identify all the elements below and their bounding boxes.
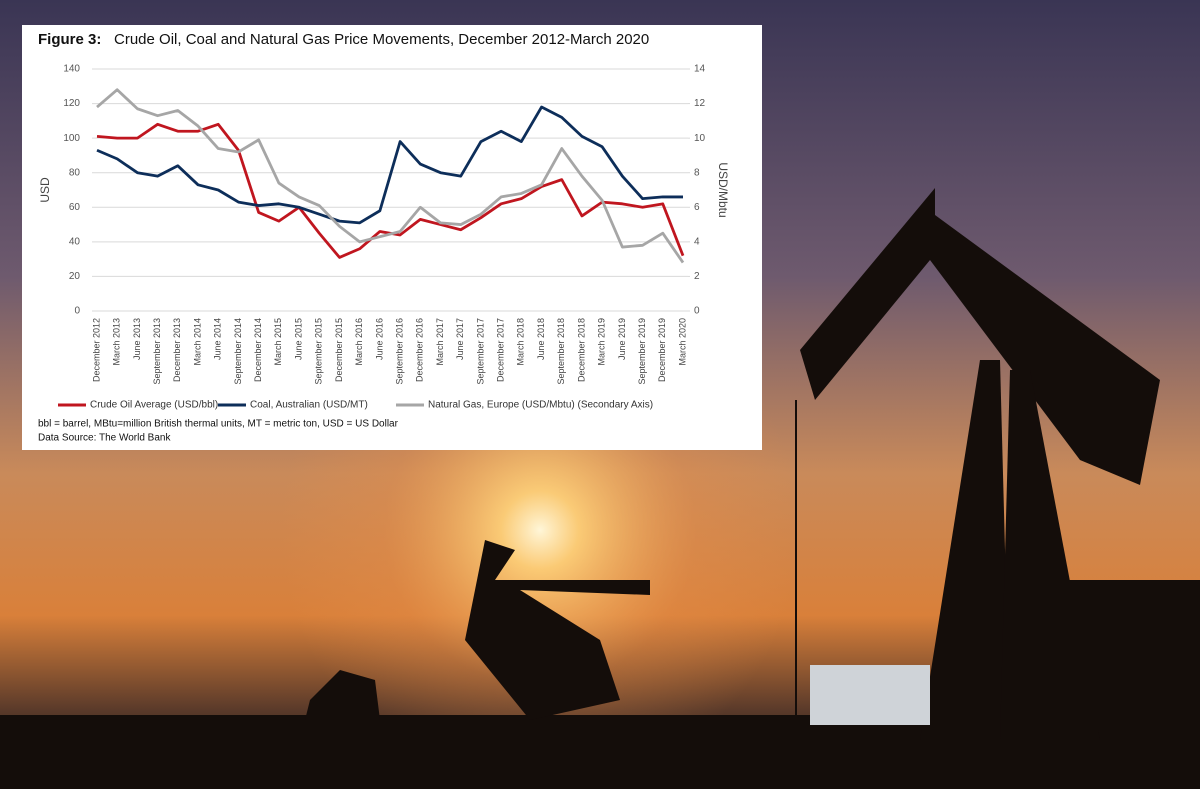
x-tick-label: March 2018	[516, 318, 526, 366]
y2-tick-label: 2	[694, 271, 700, 282]
y-tick-label: 40	[69, 236, 81, 247]
series-line	[96, 88, 685, 264]
x-tick-label: June 2018	[536, 318, 546, 360]
y2-tick-label: 12	[694, 98, 706, 109]
x-tick-label: December 2018	[576, 318, 586, 382]
x-tick-label: December 2019	[657, 318, 667, 382]
legend-label: Coal, Australian (USD/MT)	[250, 400, 368, 411]
x-tick-label: December 2013	[172, 318, 182, 382]
x-tick-label: December 2017	[496, 318, 506, 382]
y-tick-label: 0	[74, 306, 80, 317]
x-tick-label: September 2016	[394, 318, 404, 385]
y-tick-label: 60	[69, 202, 81, 213]
x-tick-label: December 2014	[253, 318, 263, 382]
x-tick-label: September 2017	[475, 318, 485, 385]
x-tick-label: September 2014	[233, 318, 243, 385]
y-tick-label: 120	[63, 98, 80, 109]
x-tick-label: March 2017	[435, 318, 445, 366]
x-tick-label: June 2015	[293, 318, 303, 360]
y-tick-label: 140	[63, 64, 80, 75]
footnote: bbl = barrel, MBtu=million British therm…	[38, 419, 399, 430]
y-tick-label: 100	[63, 133, 80, 144]
y2-tick-label: 4	[694, 236, 700, 247]
x-tick-label: December 2015	[334, 318, 344, 382]
y2-tick-label: 6	[694, 202, 700, 213]
x-tick-label: March 2020	[677, 318, 687, 366]
x-tick-label: September 2018	[556, 318, 566, 385]
y-tick-label: 20	[69, 271, 81, 282]
x-tick-label: June 2013	[132, 318, 142, 360]
y2-tick-label: 10	[694, 133, 706, 144]
series-line	[96, 105, 683, 225]
legend-label: Natural Gas, Europe (USD/Mbtu) (Secondar…	[428, 400, 653, 411]
chart-title: Crude Oil, Coal and Natural Gas Price Mo…	[114, 31, 649, 48]
y2-tick-label: 14	[694, 64, 706, 75]
y2-tick-label: 8	[694, 167, 700, 178]
x-tick-label: September 2015	[314, 318, 324, 385]
chart-card	[22, 25, 762, 450]
x-tick-label: December 2012	[91, 318, 101, 382]
y2-tick-label: 0	[694, 306, 700, 317]
x-tick-label: June 2019	[617, 318, 627, 360]
x-tick-label: June 2016	[374, 318, 384, 360]
x-tick-label: September 2019	[637, 318, 647, 385]
x-tick-label: March 2019	[597, 318, 607, 366]
figure-label: Figure 3:	[38, 31, 101, 48]
x-tick-label: March 2014	[192, 318, 202, 366]
x-tick-label: June 2017	[455, 318, 465, 360]
legend-label: Crude Oil Average (USD/bbl)	[90, 400, 218, 411]
y-tick-label: 80	[69, 167, 81, 178]
x-tick-label: March 2015	[273, 318, 283, 366]
y2-axis-label: USD/Mbtu	[716, 162, 730, 217]
silhouettes	[0, 188, 1200, 789]
x-tick-label: March 2013	[112, 318, 122, 366]
x-tick-label: December 2016	[415, 318, 425, 382]
x-tick-label: June 2014	[213, 318, 223, 360]
x-tick-label: September 2013	[152, 318, 162, 385]
y-axis-label: USD	[38, 177, 52, 203]
source-note: Data Source: The World Bank	[38, 433, 171, 444]
x-tick-label: March 2016	[354, 318, 364, 366]
